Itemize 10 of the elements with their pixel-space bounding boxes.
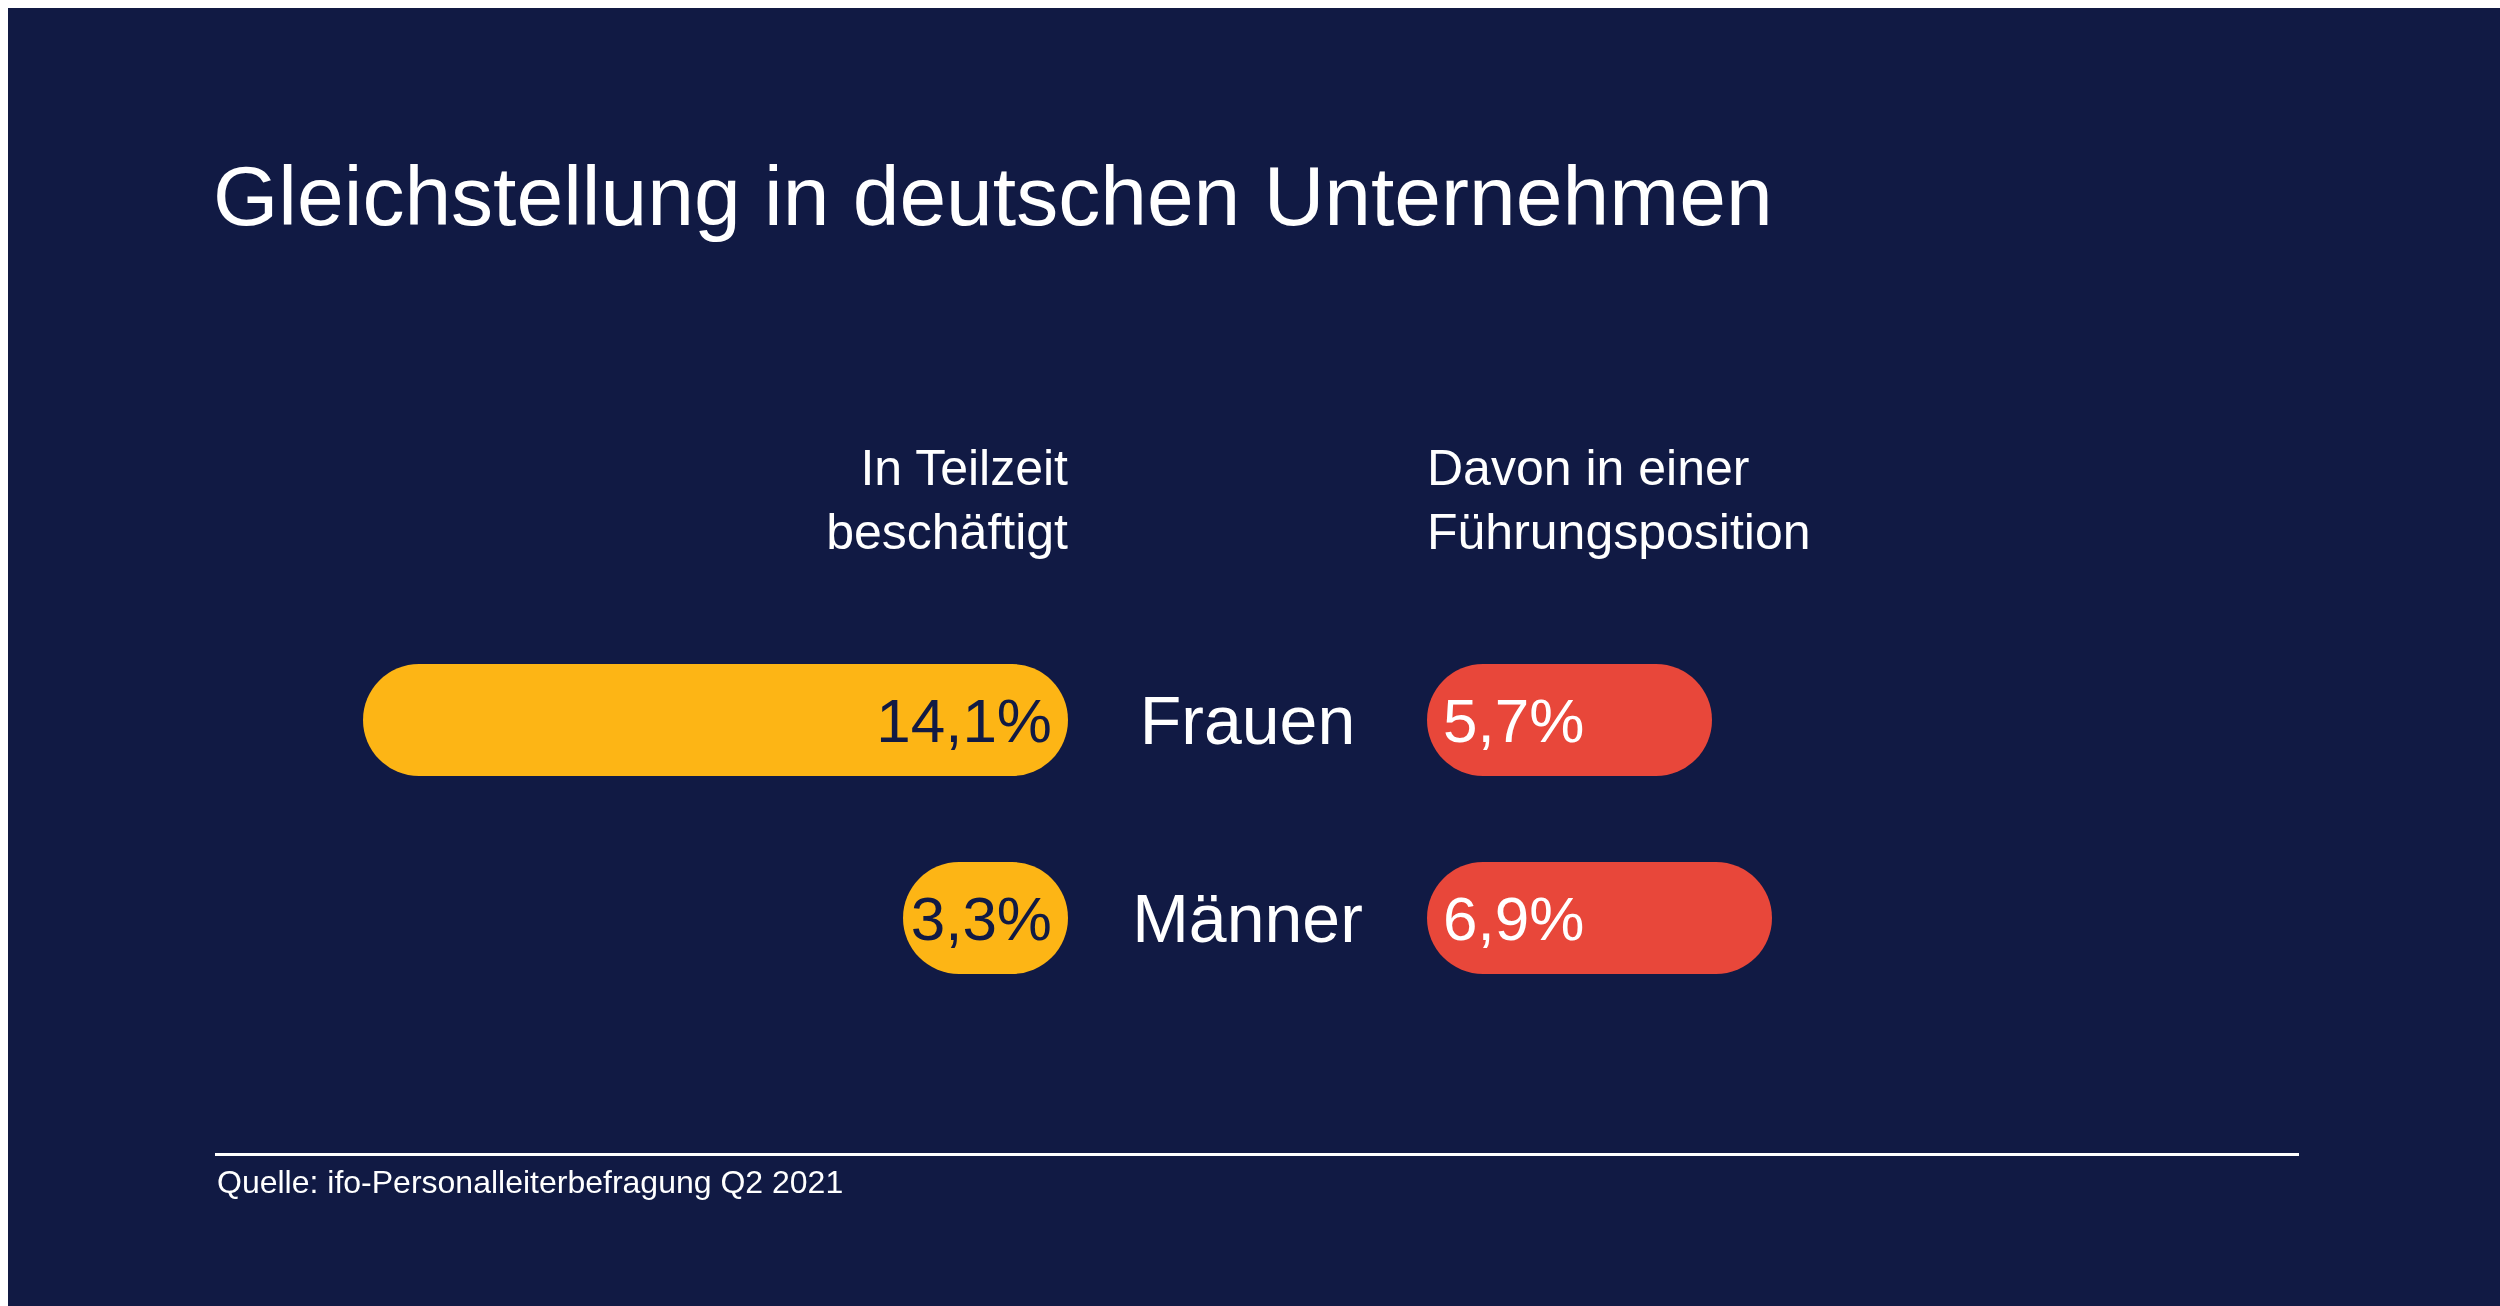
text: Davon in einer Führungsposition xyxy=(1427,439,1812,562)
text: In Teilzeit beschäftigt xyxy=(825,439,1068,562)
y-tick-label: Frauen xyxy=(1139,681,1356,758)
chart-title: Gleichstellung in deutschen Unternehmen xyxy=(213,148,1773,245)
data-label: 14,1% xyxy=(876,685,1052,755)
y-tick-label: Männer xyxy=(1132,879,1363,956)
data-label: 6,9% xyxy=(1443,883,1585,953)
source-note: Quelle: ifo-Personalleiterbefragung Q2 2021 xyxy=(217,1164,844,1201)
data-label: 5,7% xyxy=(1443,685,1585,755)
data-label: 3,3% xyxy=(910,883,1052,953)
